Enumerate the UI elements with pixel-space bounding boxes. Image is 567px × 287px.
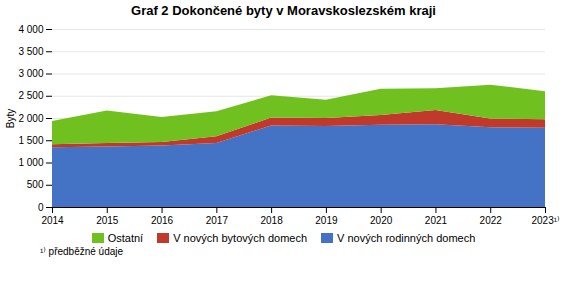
svg-text:2015: 2015: [96, 215, 119, 226]
svg-text:3 000: 3 000: [18, 68, 43, 79]
html-text:Graf 2 Dokončené byty v Moravs: Graf 2 Dokončené byty v Moravskoslezském…: [131, 3, 436, 18]
svg-text:2018: 2018: [260, 215, 283, 226]
svg-text:2014: 2014: [41, 215, 64, 226]
svg-text:Byty: Byty: [5, 109, 16, 128]
svg-text:2017: 2017: [206, 215, 229, 226]
html-text:¹⁾ předběžné údaje: ¹⁾ předběžné údaje: [40, 246, 124, 257]
svg-text:2020: 2020: [370, 215, 393, 226]
svg-text:0: 0: [38, 202, 44, 213]
svg-text:500: 500: [27, 179, 44, 190]
svg-text:2016: 2016: [151, 215, 174, 226]
svg-text:3 500: 3 500: [18, 46, 43, 57]
html-text:V nových rodinných domech: V nových rodinných domech: [337, 232, 476, 244]
svg-text:2 500: 2 500: [18, 90, 43, 101]
svg-text:2 000: 2 000: [18, 113, 43, 124]
html-text:Ostatní: Ostatní: [107, 232, 144, 244]
svg-text:2021: 2021: [425, 215, 448, 226]
svg-text:2022: 2022: [480, 215, 503, 226]
svg-text:1 000: 1 000: [18, 157, 43, 168]
svg-text:1 500: 1 500: [18, 135, 43, 146]
html-text:V nových bytových domech: V nových bytových domech: [173, 232, 308, 244]
svg-text:2023¹⁾: 2023¹⁾: [531, 215, 559, 226]
svg-text:4 000: 4 000: [18, 24, 43, 35]
svg-text:2019: 2019: [315, 215, 338, 226]
